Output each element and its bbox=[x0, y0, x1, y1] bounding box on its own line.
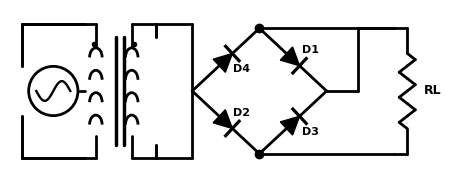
Polygon shape bbox=[280, 47, 300, 66]
Text: D4: D4 bbox=[233, 64, 250, 74]
Polygon shape bbox=[213, 54, 232, 72]
Text: RL: RL bbox=[424, 84, 442, 98]
Polygon shape bbox=[280, 116, 300, 135]
Text: D1: D1 bbox=[302, 45, 319, 55]
Text: D2: D2 bbox=[233, 108, 250, 118]
Text: D3: D3 bbox=[301, 127, 319, 137]
Polygon shape bbox=[213, 110, 232, 128]
